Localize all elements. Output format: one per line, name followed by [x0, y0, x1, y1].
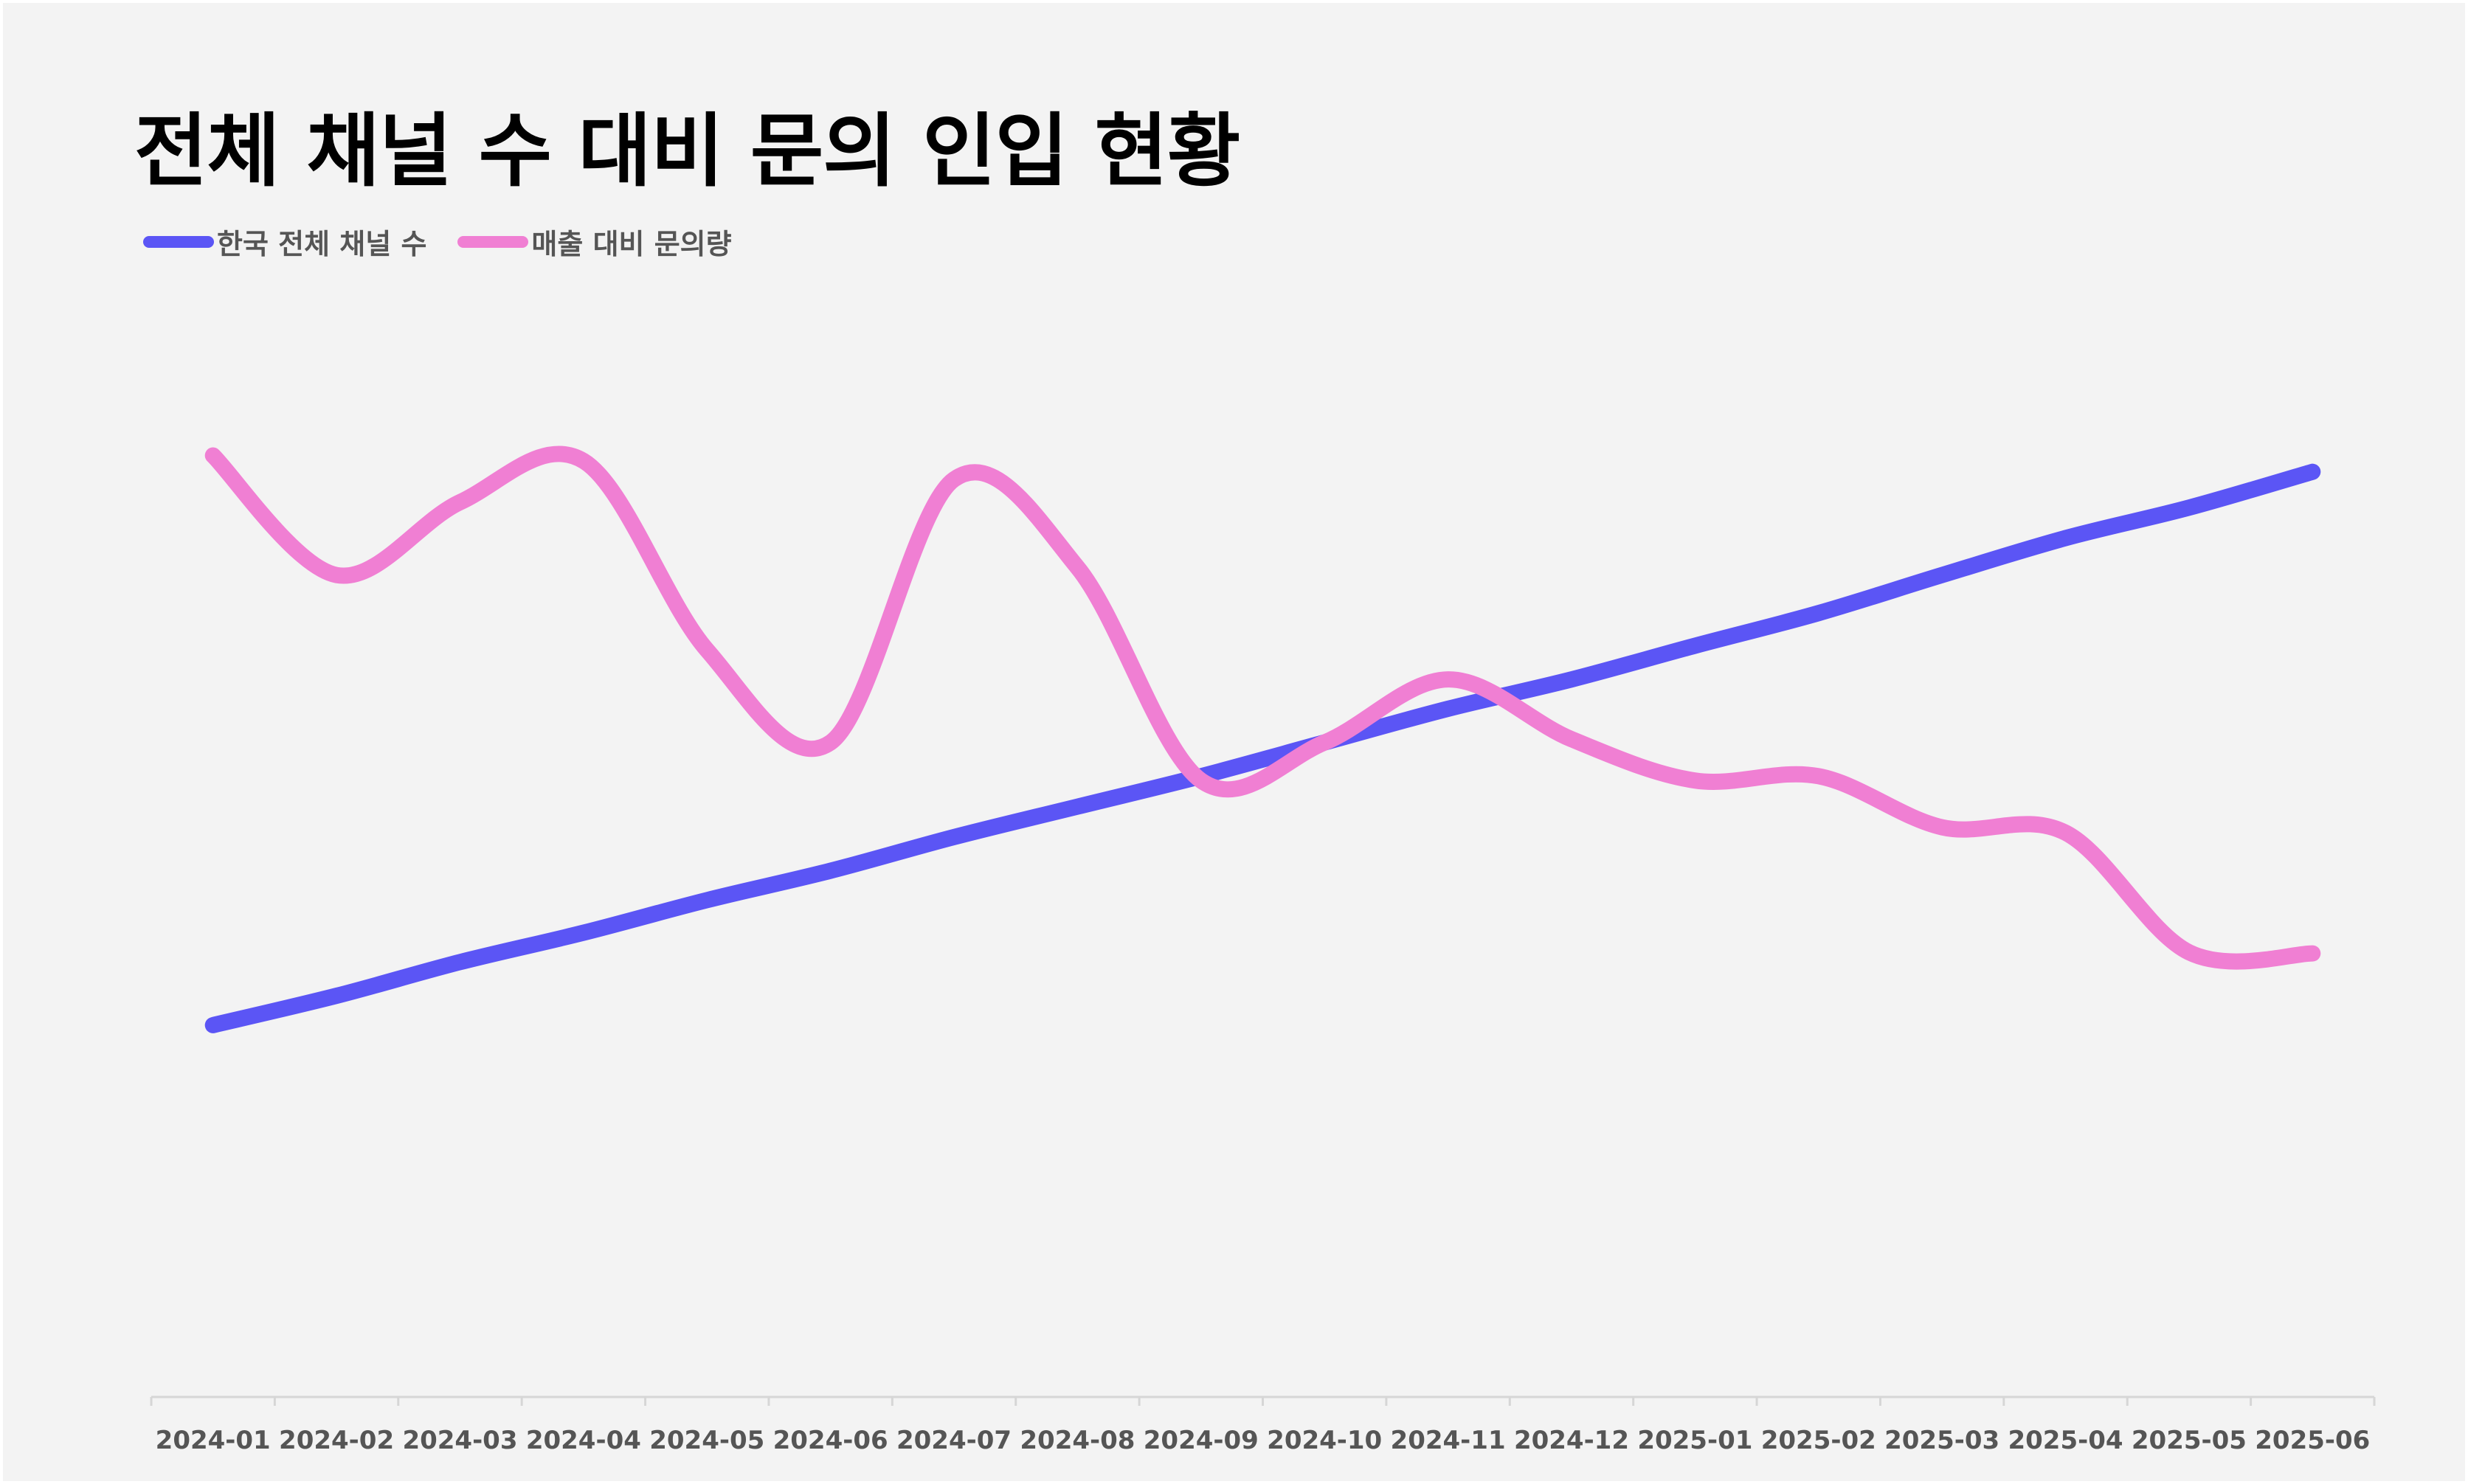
- x-tick-label: 2024-12: [1514, 1426, 1629, 1455]
- x-tick-label: 2024-10: [1267, 1426, 1382, 1455]
- legend-label-channels: 한국 전체 채널 수: [217, 228, 427, 260]
- x-tick-label: 2025-02: [1761, 1426, 1876, 1455]
- x-ticks: [150, 1397, 2376, 1406]
- x-tick-label: 2024-07: [896, 1426, 1012, 1455]
- series-line-channels: [204, 463, 2321, 1033]
- x-tick-label: 2024-01: [156, 1426, 271, 1455]
- x-tick-label: 2024-09: [1144, 1426, 1259, 1455]
- chart-title: 전체 채널 수 대비 문의 인입 현황: [134, 105, 1240, 198]
- x-tick-label: 2025-04: [2008, 1426, 2123, 1455]
- x-tick-label: 2024-08: [1020, 1426, 1135, 1455]
- x-tick-label: 2024-05: [649, 1426, 764, 1455]
- x-tick-label: 2024-11: [1391, 1426, 1506, 1455]
- x-tick-label: 2024-04: [526, 1426, 641, 1455]
- x-tick-label: 2024-06: [773, 1426, 888, 1455]
- x-tick-label: 2024-03: [402, 1426, 517, 1455]
- x-tick-label: 2025-06: [2255, 1426, 2370, 1455]
- x-tick-label: 2025-05: [2132, 1426, 2247, 1455]
- legend-item-inquiries: 매출 대비 문의량: [457, 221, 732, 262]
- legend-item-channels: 한국 전체 채널 수: [143, 221, 426, 262]
- legend-swatch-channels: [143, 235, 214, 248]
- x-tick-label: 2025-01: [1637, 1426, 1752, 1455]
- series-lines: [204, 445, 2321, 1033]
- x-tick-labels: 2024-01 2024-02 2024-03 2024-04 2024-05 2024-…: [156, 1426, 2371, 1455]
- chart-frame: [3, 3, 2465, 1481]
- series-line-inquiries: [204, 445, 2321, 970]
- chart-legend: 한국 전체 채널 수 매출 대비 문의량: [143, 221, 763, 262]
- legend-label-inquiries: 매출 대비 문의량: [531, 228, 732, 260]
- legend-swatch-inquiries: [457, 235, 529, 248]
- x-tick-label: 2024-02: [279, 1426, 394, 1455]
- x-tick-label: 2025-03: [1884, 1426, 1999, 1455]
